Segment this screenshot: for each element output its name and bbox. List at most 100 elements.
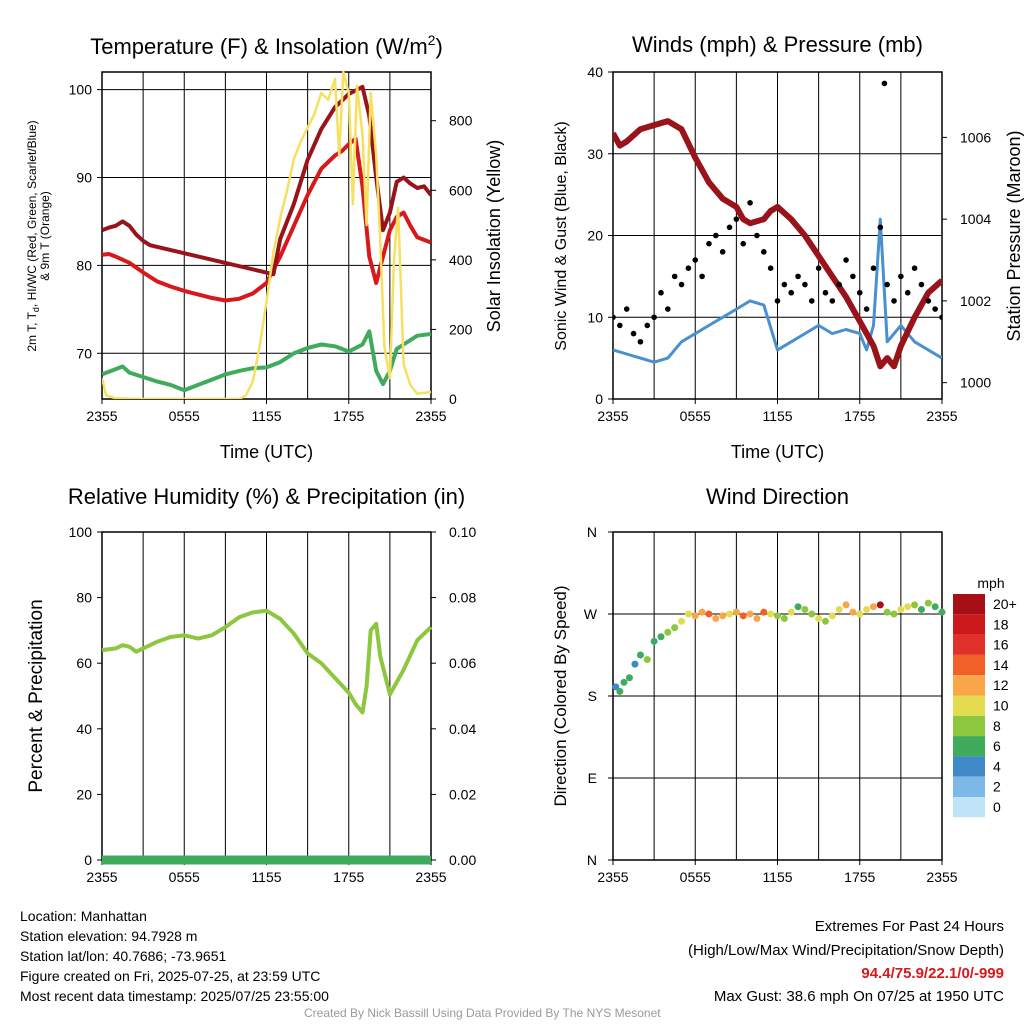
winds-xlabel: Time (UTC) [731, 442, 824, 462]
station-elevation: Station elevation: 94.7928 m [20, 928, 198, 944]
gust-point [699, 273, 705, 280]
direction-point [616, 687, 624, 695]
gust-point [613, 314, 616, 321]
series-solar-insolation [102, 70, 431, 399]
direction-point [904, 603, 912, 611]
direction-point [612, 683, 620, 691]
direction-point [842, 601, 850, 609]
precip-ytick-label: 0.04 [449, 721, 476, 737]
direction-point [787, 608, 795, 616]
direction-point [808, 610, 816, 618]
direction-point [753, 615, 761, 623]
humidity-xtick-label: 0555 [169, 869, 200, 885]
legend-label: 2 [993, 779, 1001, 795]
direction-point [917, 605, 925, 613]
gust-point [719, 249, 726, 255]
direction-point [856, 610, 864, 618]
temperature-ylabel-line2: & 9m T (Orange) [38, 191, 52, 281]
gust-point [644, 322, 651, 329]
humidity-ytick-label: 20 [76, 786, 92, 802]
winds-xtick-label: 0555 [680, 408, 711, 424]
precip-ytick-label: 0.00 [449, 852, 476, 868]
gust-point [678, 281, 685, 288]
winds-xtick-label: 2355 [597, 408, 628, 424]
max-gust: Max Gust: 38.6 mph On 07/25 at 1950 UTC [713, 988, 1004, 1005]
winds-xtick-label: 1755 [844, 408, 875, 424]
precip-ytick-label: 0.02 [449, 786, 476, 802]
gust-point [760, 249, 767, 255]
solar-ytick-label: 400 [449, 252, 473, 268]
extremes-heading: Extremes For Past 24 Hours [814, 918, 1004, 935]
direction-point [664, 628, 672, 636]
winds-series [613, 80, 942, 370]
direction-ytick-label: N [587, 524, 597, 540]
direction-point [767, 610, 775, 618]
pressure-ylabel: Station Pressure (Maroon) [1004, 130, 1024, 341]
direction-point [869, 603, 877, 611]
gust-point [863, 306, 870, 312]
direction-point [726, 610, 734, 618]
legend-swatch [953, 776, 985, 797]
direction-ytick-label: E [588, 770, 597, 786]
gust-point [932, 306, 938, 312]
pressure-ytick-label: 1004 [960, 211, 991, 227]
winds-ytick-label: 20 [587, 228, 603, 244]
gust-point [808, 298, 815, 304]
direction-point [739, 612, 747, 620]
direction-ylabel: Direction (Colored By Speed) [551, 585, 570, 806]
temperature-ytick-label: 100 [69, 82, 93, 98]
series-td [102, 329, 431, 393]
winds-ylabel: Sonic Wind & Gust (Blue, Black) [553, 121, 570, 350]
solar-ytick-label: 200 [449, 321, 473, 337]
direction-xtick-label: 1155 [762, 869, 792, 885]
legend-label: 4 [993, 758, 1001, 774]
direction-point [911, 601, 919, 609]
gust-point [685, 265, 692, 272]
legend-swatch [953, 614, 985, 635]
direction-point [883, 608, 891, 616]
gust-point [617, 322, 623, 329]
direction-point [774, 612, 781, 620]
temperature-xtick-label: 1155 [251, 408, 281, 424]
gust-point [740, 240, 747, 247]
gust-point [665, 306, 671, 312]
humidity-xtick-label: 2355 [86, 869, 117, 885]
direction-xtick-label: 2355 [597, 869, 628, 885]
direction-point [678, 617, 686, 625]
direction-point [849, 608, 857, 616]
direction-xtick-label: 0555 [680, 869, 711, 885]
winds-ytick-label: 30 [587, 146, 603, 162]
temperature-ytick-label: 90 [76, 169, 92, 185]
temperature-ytick-label: 70 [76, 345, 92, 361]
temperature-title: Temperature (F) & Insolation (W/m2) [90, 32, 443, 59]
direction-point [897, 605, 905, 613]
direction-xtick-label: 1755 [844, 869, 875, 885]
direction-ytick-label: W [584, 606, 598, 622]
legend-swatch [953, 756, 985, 777]
direction-point [780, 615, 788, 623]
gust-point [843, 257, 849, 263]
legend-swatch [953, 797, 985, 818]
gust-point [733, 216, 740, 222]
gust-point [713, 232, 719, 239]
legend-swatch [953, 736, 985, 757]
gust-point [706, 240, 712, 247]
winds-xtick-label: 1155 [762, 408, 792, 424]
direction-point [705, 610, 713, 618]
legend-swatch [953, 634, 985, 655]
gust-point [822, 289, 829, 296]
temperature-series [102, 70, 431, 399]
direction-point [876, 601, 884, 609]
gust-point [877, 224, 884, 231]
solar-ytick-label: 800 [449, 113, 473, 129]
direction-ytick-label: S [588, 688, 597, 704]
gust-point [904, 289, 911, 296]
direction-point [643, 656, 651, 664]
direction-point [863, 605, 871, 613]
gust-point [898, 273, 904, 280]
pressure-ytick-label: 1006 [960, 129, 991, 145]
humidity-xtick-label: 1155 [251, 869, 281, 885]
direction-point [732, 608, 740, 616]
legend-label: 10 [993, 698, 1009, 714]
temperature-ytick-label: 80 [76, 257, 92, 273]
